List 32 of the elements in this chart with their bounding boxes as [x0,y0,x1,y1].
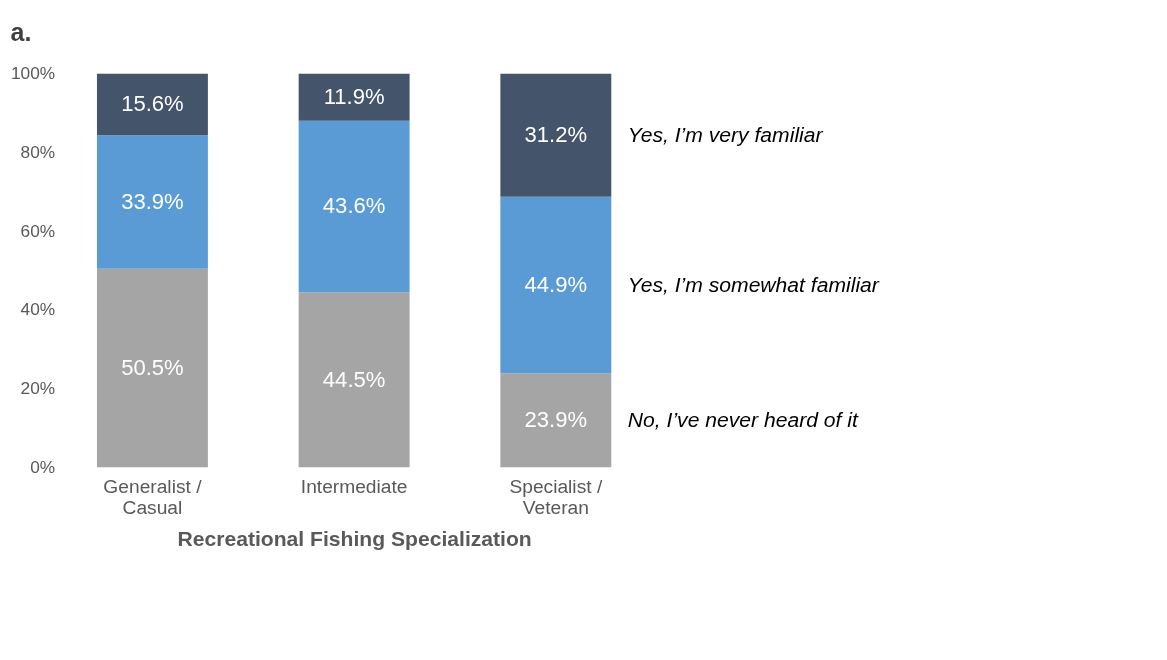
bar [96,73,208,136]
x-axis-title: Recreational Fishing Specialization [177,526,532,550]
y-tick-label: 40% [20,299,56,320]
chart-title: a. [10,18,32,47]
x-tick-label: Intermediate [300,475,408,497]
series-label: Yes, I’m very familiar [627,122,824,146]
y-tick-label: 0% [30,456,56,477]
bar [96,268,208,468]
bar [96,135,208,269]
bar [500,373,612,468]
data-label: 31.2% [524,121,588,147]
data-label: 44.5% [322,366,386,392]
data-label: 23.9% [524,407,588,433]
data-label: 15.6% [121,91,184,117]
series-label: Yes, I’m somewhat familiar [627,272,880,296]
series-label: No, I’ve never heard of it [627,408,859,432]
y-tick-label: 60% [20,220,56,241]
bar [298,73,410,121]
x-tick-label: Generalist / Casual [103,475,203,518]
data-label: 50.5% [121,354,184,380]
y-tick-label: 20% [20,377,56,398]
bar [298,292,410,468]
bar [298,120,410,293]
data-label: 43.6% [322,193,386,219]
y-tick-label: 80% [20,141,56,162]
bar [500,73,612,197]
data-label: 44.9% [524,271,588,297]
y-tick-label: 100% [11,63,56,84]
bar [500,196,612,374]
x-tick-label: Specialist / Veteran [509,475,603,518]
data-label: 11.9% [323,84,385,109]
data-label: 33.9% [121,188,184,214]
